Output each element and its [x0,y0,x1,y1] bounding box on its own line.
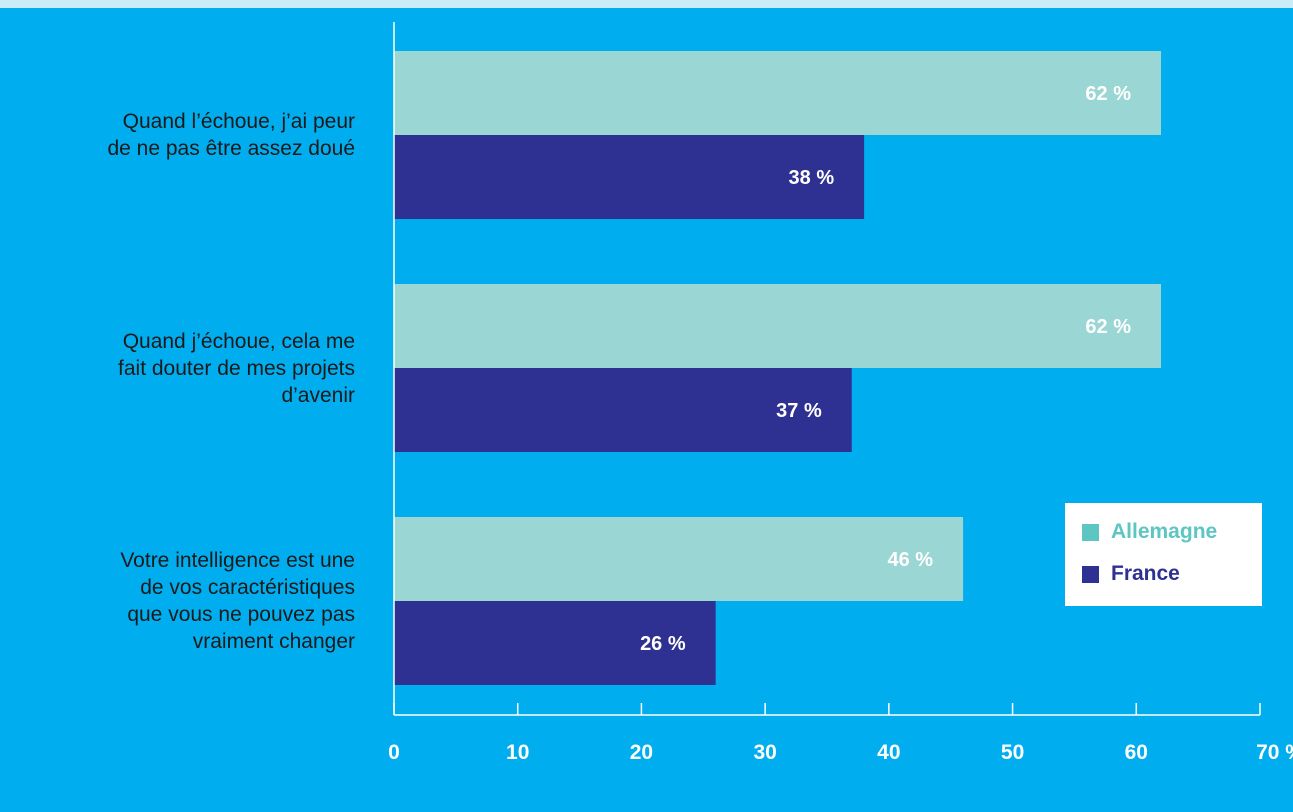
data-label-allemagne-3: 46 % [887,549,933,571]
category-label-line: Votre intelligence est une [120,549,355,572]
x-tick-label-60: 60 [1125,741,1148,764]
legend-item-allemagne: Allemagne [1082,519,1217,545]
category-label-line: Quand l’échoue, j’ai peur [122,110,355,133]
category-label-3: Votre intelligence est une de vos caracté… [15,547,355,655]
bar-france-3 [394,601,716,685]
data-label-allemagne-2: 62 % [1085,316,1131,338]
x-tick-label-0: 0 [388,741,400,764]
x-tick-label-50: 50 [1001,741,1024,764]
data-label-france-1: 38 % [789,167,835,189]
x-tick-label-40: 40 [877,741,900,764]
x-tick-label-70: 70 % [1256,741,1293,764]
category-label-2: Quand j’échoue, cela me fait douter de me… [15,328,355,409]
category-label-line: que vous ne pouvez pas [127,603,355,626]
category-label-line: de vos caractéristiques [140,576,355,599]
top-strip [0,0,1293,8]
bar-allemagne-3 [394,517,964,601]
legend-swatch-allemagne [1082,523,1099,541]
bar-allemagne-1 [394,51,1162,135]
x-tick-label-20: 20 [630,741,653,764]
x-tick-label-30: 30 [753,741,776,764]
category-label-1: Quand l’échoue, j’ai peur de ne pas être … [15,108,355,162]
data-label-france-2: 37 % [776,400,822,422]
legend: Allemagne France [1065,503,1262,606]
bar-allemagne-2 [394,284,1162,368]
data-label-allemagne-1: 62 % [1085,83,1131,105]
legend-item-france: France [1082,561,1180,587]
category-label-line: de ne pas être assez doué [107,137,355,160]
bar-france-1 [394,135,865,219]
category-label-line: fait douter de mes projets [118,356,355,380]
category-label-line: vraiment changer [192,630,355,653]
legend-label-allemagne: Allemagne [1111,520,1218,543]
category-label-line: d’avenir [281,383,355,407]
data-label-france-3: 26 % [640,633,686,655]
bar-france-2 [394,368,852,452]
category-label-line: Quand j’échoue, cela me [122,329,355,353]
legend-label-france: France [1111,562,1180,585]
legend-swatch-france [1082,565,1099,583]
x-tick-label-10: 10 [506,741,529,764]
